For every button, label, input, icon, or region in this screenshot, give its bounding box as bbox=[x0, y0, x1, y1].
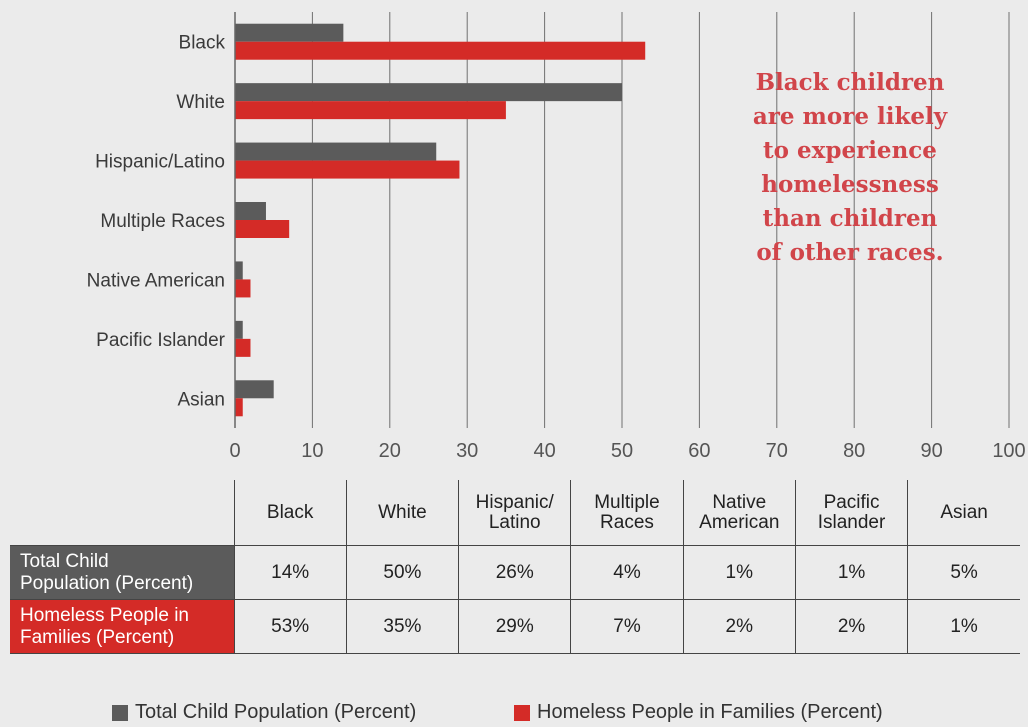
legend-label-total: Total Child Population (Percent) bbox=[135, 701, 417, 723]
bar-homeless bbox=[235, 160, 460, 179]
table-cell: 50% bbox=[345, 545, 459, 600]
table-cell: 14% bbox=[233, 545, 347, 600]
table-header: White bbox=[345, 480, 459, 546]
category-label: Native American bbox=[87, 270, 225, 291]
legend-swatch-total bbox=[112, 704, 128, 721]
table-corner bbox=[10, 480, 234, 546]
table-cell: 1% bbox=[794, 545, 908, 600]
bar-homeless bbox=[235, 101, 506, 120]
bar-total bbox=[235, 261, 243, 280]
x-tick-label: 80 bbox=[843, 440, 865, 462]
bar-total bbox=[235, 320, 243, 339]
bar-homeless bbox=[235, 279, 251, 298]
legend-item-homeless: Homeless People in Families (Percent) bbox=[514, 701, 883, 724]
table-header: Asian bbox=[907, 480, 1020, 546]
annotation-line: Black children bbox=[755, 69, 945, 96]
chart-legend: Total Child Population (Percent) Homeles… bbox=[0, 701, 1028, 725]
annotation-line: are more likely bbox=[752, 103, 948, 130]
annotation-line: of other races. bbox=[756, 239, 944, 266]
x-tick-label: 20 bbox=[379, 440, 401, 462]
x-tick-label: 30 bbox=[456, 440, 478, 462]
legend-item-total: Total Child Population (Percent) bbox=[112, 701, 416, 724]
x-tick-label: 70 bbox=[766, 440, 788, 462]
x-tick-label: 0 bbox=[229, 440, 240, 462]
x-tick-label: 60 bbox=[688, 440, 710, 462]
data-table: Black White Hispanic/Latino Multiple Race… bbox=[10, 480, 1020, 654]
table-header-row: Black White Hispanic/Latino Multiple Race… bbox=[10, 480, 1020, 546]
bar-total bbox=[235, 202, 266, 220]
bar-total bbox=[235, 23, 344, 42]
x-tick-label: 50 bbox=[611, 440, 633, 462]
table-cell: 53% bbox=[233, 599, 347, 654]
x-tick-label: 100 bbox=[992, 440, 1025, 462]
category-label: Asian bbox=[177, 389, 225, 410]
bar-homeless bbox=[235, 41, 646, 60]
category-label: Multiple Races bbox=[100, 211, 225, 232]
bar-total bbox=[235, 142, 437, 161]
table-cell: 2% bbox=[682, 599, 796, 654]
bar-homeless bbox=[235, 398, 243, 417]
category-label: Pacific Islander bbox=[96, 330, 226, 351]
bar-total bbox=[235, 380, 274, 399]
category-label: Hispanic/Latino bbox=[95, 152, 225, 173]
row-label-total: Total Child Population (Percent) bbox=[10, 545, 234, 600]
table-cell: 35% bbox=[345, 599, 459, 654]
x-tick-label: 10 bbox=[301, 440, 323, 462]
table-cell: 7% bbox=[570, 599, 684, 654]
legend-swatch-homeless bbox=[514, 704, 530, 721]
row-label-homeless: Homeless People in Families (Percent) bbox=[10, 599, 234, 654]
table-header: Pacific Islander bbox=[794, 480, 908, 546]
x-tick-label: 90 bbox=[920, 440, 942, 462]
chart-annotation: Black children are more likely to experien… bbox=[700, 66, 1000, 270]
annotation-line: than children bbox=[762, 205, 938, 232]
table-row-total: Total Child Population (Percent) 14% 50% … bbox=[10, 545, 1020, 600]
table-header: Hispanic/Latino bbox=[458, 480, 571, 546]
category-label: Black bbox=[179, 33, 226, 54]
x-tick-label: 40 bbox=[533, 440, 555, 462]
table-header: Multiple Races bbox=[570, 480, 684, 546]
bar-total bbox=[235, 83, 622, 102]
bar-homeless bbox=[235, 338, 251, 357]
table-cell: 2% bbox=[794, 599, 908, 654]
table-header: Native American bbox=[682, 480, 796, 546]
table-cell: 26% bbox=[458, 545, 571, 600]
table-row-homeless: Homeless People in Families (Percent) 53%… bbox=[10, 599, 1020, 654]
table-header: Black bbox=[233, 480, 347, 546]
table-cell: 5% bbox=[907, 545, 1020, 600]
table-cell: 4% bbox=[570, 545, 684, 600]
bar-chart: Black White Hispanic/Latino Multiple Races N… bbox=[87, 12, 1026, 462]
bar-homeless bbox=[235, 220, 290, 238]
legend-label-homeless: Homeless People in Families (Percent) bbox=[537, 701, 883, 723]
annotation-line: to experience bbox=[763, 137, 937, 164]
annotation-line: homelessness bbox=[761, 171, 939, 198]
table-cell: 29% bbox=[458, 599, 571, 654]
table-cell: 1% bbox=[682, 545, 796, 600]
table-cell: 1% bbox=[907, 599, 1020, 654]
category-label: White bbox=[176, 92, 225, 113]
